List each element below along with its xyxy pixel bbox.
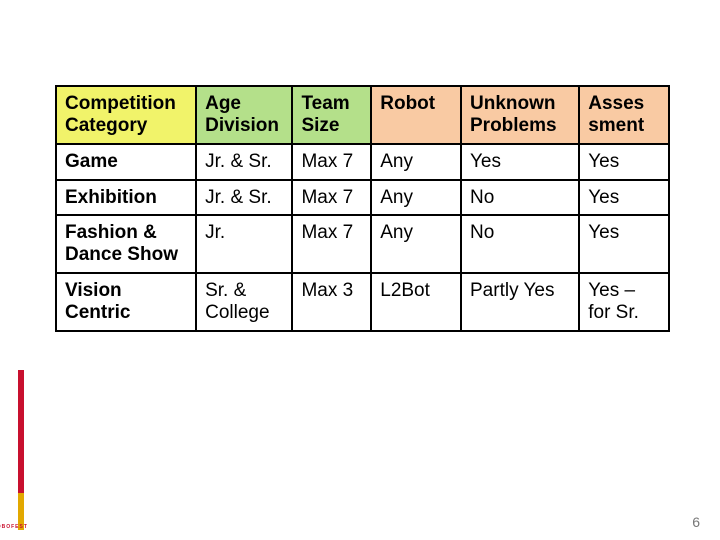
cell-unknown: No [461,215,579,273]
cell-assess: Yes [579,215,669,273]
cell-category: Vision Centric [56,273,196,331]
cell-robot: Any [371,180,461,216]
brand-logo: ROBOFEST [2,420,18,530]
brand-bars [18,370,24,530]
cell-robot: L2Bot [371,273,461,331]
cell-team: Max 3 [292,273,371,331]
table-row: Vision Centric Sr. & College Max 3 L2Bot… [56,273,669,331]
cell-age: Jr. & Sr. [196,180,292,216]
col-header-competition-category: Competition Category [56,86,196,144]
col-header-robot: Robot [371,86,461,144]
cell-assess: Yes – for Sr. [579,273,669,331]
left-brand-strip: ROBOFEST [0,0,24,540]
table-row: Game Jr. & Sr. Max 7 Any Yes Yes [56,144,669,180]
table-header-row: Competition Category Age Division Team S… [56,86,669,144]
col-header-unknown-problems: Unknown Problems [461,86,579,144]
page-number: 6 [692,514,700,530]
cell-team: Max 7 [292,215,371,273]
cell-team: Max 7 [292,144,371,180]
cell-age: Jr. & Sr. [196,144,292,180]
cell-category: Game [56,144,196,180]
cell-unknown: Partly Yes [461,273,579,331]
table-row: Exhibition Jr. & Sr. Max 7 Any No Yes [56,180,669,216]
cell-unknown: No [461,180,579,216]
cell-category: Fashion & Dance Show [56,215,196,273]
cell-unknown: Yes [461,144,579,180]
slide: ROBOFEST Competition Category Age Divisi… [0,0,720,540]
cell-assess: Yes [579,180,669,216]
cell-category: Exhibition [56,180,196,216]
competition-table-wrap: Competition Category Age Division Team S… [55,85,670,332]
table-row: Fashion & Dance Show Jr. Max 7 Any No Ye… [56,215,669,273]
cell-robot: Any [371,215,461,273]
competition-table: Competition Category Age Division Team S… [55,85,670,332]
col-header-team-size: Team Size [292,86,371,144]
brand-bar-red [18,370,24,493]
cell-age: Sr. & College [196,273,292,331]
cell-team: Max 7 [292,180,371,216]
cell-age: Jr. [196,215,292,273]
cell-robot: Any [371,144,461,180]
cell-assess: Yes [579,144,669,180]
col-header-age-division: Age Division [196,86,292,144]
col-header-assessment: Asses sment [579,86,669,144]
